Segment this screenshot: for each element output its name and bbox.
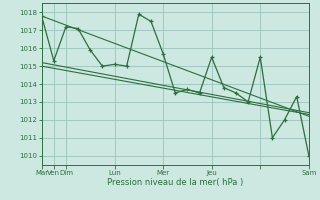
X-axis label: Pression niveau de la mer( hPa ): Pression niveau de la mer( hPa ) xyxy=(107,178,244,187)
